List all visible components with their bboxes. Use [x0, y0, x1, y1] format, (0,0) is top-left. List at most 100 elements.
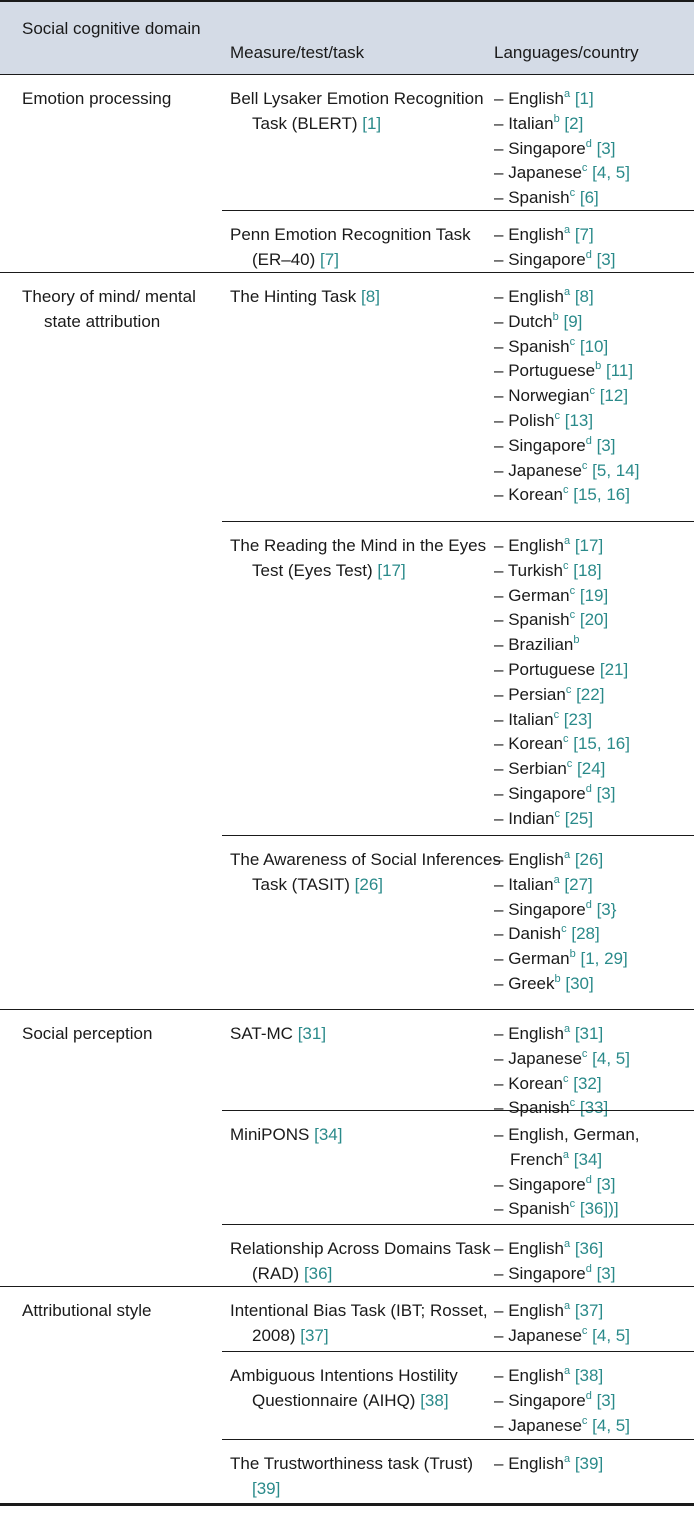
language-ref: [27] — [564, 874, 593, 894]
language-name: Italian — [508, 113, 554, 133]
language-ref: [37] — [574, 1301, 604, 1320]
language-name: Spanish — [508, 610, 570, 630]
measure-ref: [17] — [377, 560, 406, 580]
language-item: – Spanishc [6] — [494, 187, 599, 208]
language-ref: [30] — [565, 973, 594, 993]
language-item: – Englisha [37] — [494, 1300, 604, 1321]
language-name: Singapore — [508, 138, 586, 158]
language-item: – Dutchb [9] — [494, 310, 583, 331]
language-ref: [3} — [596, 899, 617, 919]
language-ref: [3] — [596, 1390, 616, 1410]
language-name: Greek — [508, 973, 555, 993]
footnote-marker: c — [554, 409, 561, 422]
language-ref: [34] — [573, 1149, 603, 1169]
footnote-marker: c — [581, 1324, 588, 1337]
language-item: – Danishc [28] — [494, 923, 600, 944]
language-item: – Spanishc [10] — [494, 335, 609, 356]
measure-row: Ambiguous Intentions Hostility Questionn… — [222, 1351, 694, 1439]
measure-row: The Awareness of Social Inferences Task … — [222, 835, 694, 1009]
language-item: – Englisha [7] — [494, 224, 594, 245]
domain-label: Social perception — [22, 1024, 153, 1043]
language-list: – Englisha [38] – Singapored [3] – Japanes… — [494, 1364, 690, 1438]
language-item: – Norwegianc [12] — [494, 385, 629, 406]
language-ref: [28] — [571, 924, 600, 944]
language-item: – Japanesec [4, 5] — [494, 1414, 630, 1435]
language-list: – Englisha [36] – Singapored [3] — [494, 1237, 690, 1287]
measure-title: The Reading the Mind in the Eyes Test (E… — [230, 536, 487, 580]
measure-ref: [34] — [314, 1125, 343, 1144]
language-item: – Singapored [3] — [494, 1262, 616, 1283]
measure-row: Intentional Bias Task (IBT; Rosset, 2008… — [222, 1287, 694, 1351]
footnote-marker: c — [563, 1072, 569, 1085]
language-item: – Japanesec [4, 5] — [494, 1047, 630, 1068]
language-name: Norwegian — [508, 386, 590, 406]
measure-name: Penn Emotion Recognition Task (ER–40) [7… — [230, 223, 502, 273]
measure-title: The Trustworthiness task (Trust) — [230, 1454, 474, 1473]
footnote-marker: d — [585, 1173, 592, 1186]
language-ref: [6] — [579, 188, 599, 208]
measure-row: SAT-MC [31] – Englisha [31] – Japanesec [4… — [222, 1010, 694, 1118]
language-name: Singapore — [508, 783, 586, 803]
language-item: – Persianc [22] — [494, 683, 605, 704]
footnote-marker: a — [563, 1365, 571, 1377]
language-item: – Englisha [1] — [494, 88, 594, 109]
measure-name: Relationship Across Domains Task (RAD) [… — [230, 1237, 502, 1287]
language-item: – Indianc [25] — [494, 807, 594, 828]
language-name: English — [508, 1024, 564, 1043]
language-item: – Singapored [3] — [494, 1173, 616, 1194]
footnote-marker: a — [563, 535, 571, 547]
language-name: Dutch — [508, 311, 553, 331]
measure-ref: [8] — [361, 287, 380, 306]
measure-row: The Reading the Mind in the Eyes Test (E… — [222, 521, 694, 835]
measure-row: Penn Emotion Recognition Task (ER–40) [7… — [222, 210, 694, 272]
footnote-marker: c — [563, 733, 569, 746]
language-ref: [4, 5] — [592, 1048, 630, 1068]
language-ref: [4, 5] — [592, 1415, 630, 1435]
language-ref: [1, 29] — [580, 949, 628, 969]
measure-name: MiniPONS [34] — [230, 1123, 502, 1148]
language-name: Portuguese — [508, 659, 596, 679]
table-header: Social cognitive domain Measure/test/tas… — [0, 0, 694, 75]
language-name: English — [508, 225, 564, 244]
footnote-marker: a — [563, 1023, 571, 1035]
language-name: Korean — [508, 1073, 564, 1093]
language-ref: [31] — [574, 1024, 604, 1043]
measure-name: Ambiguous Intentions Hostility Questionn… — [230, 1364, 502, 1414]
language-ref: [33] — [579, 1098, 609, 1118]
footnote-marker: a — [563, 286, 571, 298]
footnote-marker: b — [595, 360, 602, 373]
language-item: – Italiana [27] — [494, 873, 593, 894]
footnote-marker: d — [585, 782, 592, 795]
footnote-marker: d — [585, 248, 592, 261]
language-item: – Italianb [2] — [494, 112, 584, 133]
domain-group: Emotion processing Bell Lysaker Emotion R… — [0, 75, 694, 273]
footnote-marker: a — [563, 1238, 571, 1250]
footnote-marker: a — [563, 1300, 571, 1312]
language-ref: [24] — [577, 759, 606, 779]
measure-name: The Hinting Task [8] — [230, 285, 502, 310]
language-ref: [3] — [596, 138, 616, 158]
measure-name: SAT-MC [31] — [230, 1022, 502, 1047]
language-item: – Singapored [3] — [494, 248, 616, 269]
language-item: – Englisha [38] — [494, 1365, 604, 1386]
measure-row: MiniPONS [34] – English, German, Frencha … — [222, 1110, 694, 1224]
language-name: English — [508, 287, 564, 306]
language-ref: [8] — [574, 287, 594, 306]
language-ref: [3] — [596, 1263, 616, 1283]
footnote-marker: a — [563, 849, 571, 861]
measure-row: The Hinting Task [8] – Englisha [8] – Dutc… — [222, 273, 694, 521]
language-name: Spanish — [508, 1098, 570, 1118]
measure-ref: [39] — [252, 1478, 281, 1498]
language-list: – Englisha [8] – Dutchb [9] – Spanishc [10… — [494, 285, 690, 508]
language-ref: [3] — [596, 1174, 616, 1194]
language-name: Danish — [508, 924, 562, 944]
footnote-marker: d — [585, 1262, 592, 1275]
language-name: Japanese — [508, 1325, 582, 1345]
measure-title: Bell Lysaker Emotion Recognition Task (B… — [230, 89, 484, 133]
language-item: – Koreanc [32] — [494, 1072, 602, 1093]
measure-name: Intentional Bias Task (IBT; Rosset, 2008… — [230, 1299, 502, 1349]
footnote-marker: c — [581, 1047, 588, 1060]
language-name: Japanese — [508, 163, 582, 183]
table-body: Emotion processing Bell Lysaker Emotion R… — [0, 75, 694, 1504]
language-item: – Greekb [30] — [494, 972, 594, 993]
